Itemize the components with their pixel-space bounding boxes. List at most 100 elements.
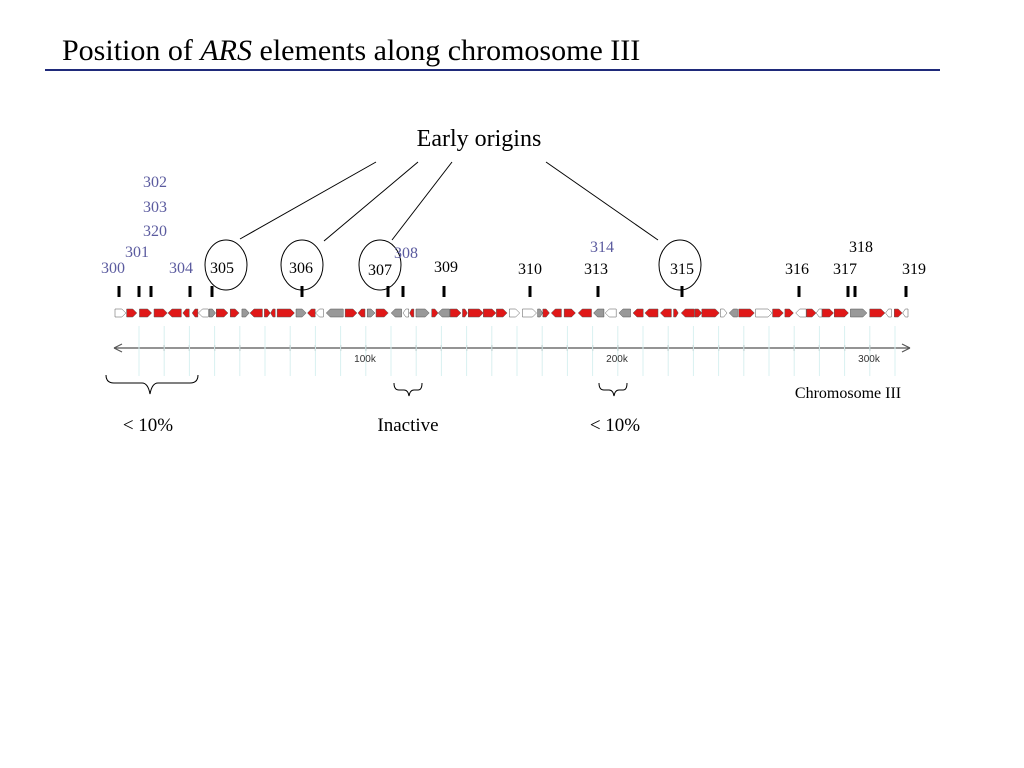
- gene: [542, 308, 550, 318]
- slide-title: Position of ARS elements along chromosom…: [62, 34, 640, 67]
- annotation: < 10%: [123, 415, 173, 436]
- gene: [593, 308, 605, 318]
- gene: [357, 308, 366, 318]
- gene: [437, 308, 450, 318]
- gene: [462, 308, 468, 318]
- gene: [772, 308, 784, 318]
- gene: [249, 308, 263, 318]
- gene: [415, 308, 430, 318]
- gene: [390, 308, 402, 318]
- ars-label: 304: [169, 260, 193, 277]
- ars-label: 318: [849, 239, 873, 256]
- gene: [694, 308, 703, 318]
- gene: [126, 308, 138, 318]
- gene: [834, 308, 849, 318]
- gene: [307, 308, 316, 318]
- gene: [537, 308, 543, 318]
- gene: [644, 308, 659, 318]
- ars-label: 303: [143, 199, 167, 216]
- gene: [821, 308, 834, 318]
- gene: [270, 308, 276, 318]
- gene: [264, 308, 271, 318]
- gene: [885, 308, 892, 318]
- gene: [673, 308, 679, 318]
- gene: [402, 308, 409, 318]
- gene: [738, 308, 755, 318]
- gene: [522, 308, 537, 318]
- gene: [139, 308, 153, 318]
- gene: [755, 308, 773, 318]
- ars-label: 307: [368, 262, 392, 279]
- ars-label: 301: [125, 244, 149, 261]
- ars-label: 306: [289, 260, 313, 277]
- axis-label: 200k: [606, 354, 629, 365]
- ars-label: 308: [394, 245, 418, 262]
- ars-label: 300: [101, 260, 125, 277]
- gene: [563, 308, 576, 318]
- braces: [105, 374, 628, 397]
- gene: [850, 308, 868, 318]
- gene: [806, 308, 817, 318]
- gene: [241, 308, 250, 318]
- gene: [325, 308, 344, 318]
- ars-label: 316: [785, 261, 809, 278]
- gene: [720, 308, 728, 318]
- gene: [431, 308, 439, 318]
- gene: [659, 308, 672, 318]
- coordinate-axis: [113, 326, 911, 376]
- gene: [182, 308, 190, 318]
- ars-label: 310: [518, 261, 542, 278]
- gene: [229, 308, 240, 318]
- gene: [114, 308, 127, 318]
- gene: [815, 308, 823, 318]
- gene: [784, 308, 794, 318]
- title-text: elements along chromosome III: [252, 34, 640, 67]
- annotation: Inactive: [377, 415, 438, 436]
- heading: Early origins: [417, 126, 542, 152]
- ars-label: 309: [434, 259, 458, 276]
- ars-labels: 300 301 302 303 320 304 305 306 307 308 …: [101, 174, 926, 279]
- gene: [902, 308, 909, 318]
- gene: [208, 308, 216, 318]
- gene: [167, 308, 182, 318]
- gene: [295, 308, 307, 318]
- gene: [198, 308, 209, 318]
- gene: [680, 308, 695, 318]
- gene: [191, 308, 199, 318]
- gene: [894, 308, 903, 318]
- ars-label: 319: [902, 261, 926, 278]
- gene: [409, 308, 415, 318]
- ars-label: 313: [584, 261, 608, 278]
- gene: [483, 308, 497, 318]
- gene: [618, 308, 631, 318]
- gene: [509, 308, 521, 318]
- gene: [550, 308, 562, 318]
- gene: [344, 308, 358, 318]
- title-italic: ARS: [198, 34, 252, 67]
- annotation: < 10%: [590, 415, 640, 436]
- ars-label: 314: [590, 239, 614, 256]
- gene: [153, 308, 168, 318]
- gene: [375, 308, 389, 318]
- axis-label: 300k: [858, 354, 881, 365]
- pointer-lines: [204, 161, 702, 291]
- gene: [276, 308, 295, 318]
- ars-label: 315: [670, 261, 694, 278]
- gene: [315, 308, 324, 318]
- gene: [728, 308, 738, 318]
- chromosome-label: Chromosome III: [795, 385, 901, 402]
- gene: [215, 308, 229, 318]
- ars-label: 302: [143, 174, 167, 191]
- axis-label: 100k: [354, 354, 377, 365]
- ars-ticks: [117, 286, 908, 297]
- gene: [449, 308, 462, 318]
- ars-label: 317: [833, 261, 857, 278]
- gene: [468, 308, 484, 318]
- gene: [577, 308, 592, 318]
- gene: [604, 308, 617, 318]
- ars-label: 305: [210, 260, 234, 277]
- gene-track: [114, 308, 909, 318]
- gene: [632, 308, 644, 318]
- title-text: Position of: [62, 34, 200, 67]
